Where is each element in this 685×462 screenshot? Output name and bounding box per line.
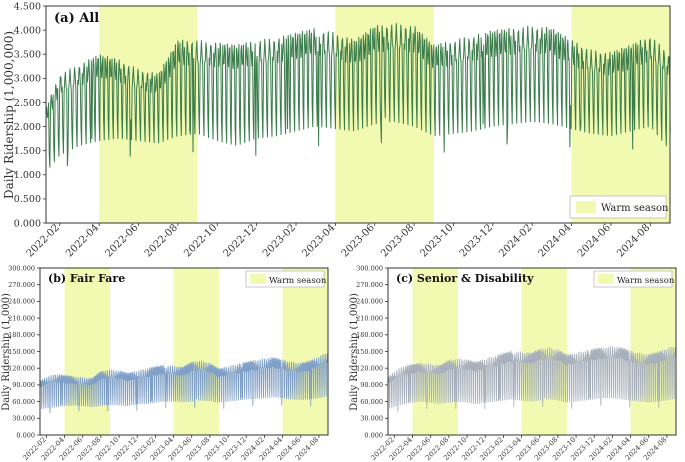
panel-all: 0.000 0.500 1.000 1.500 2.000 2.500 3.000 3.500… — [2, 1, 671, 260]
y-tick-label: 180.000 — [356, 331, 383, 339]
all-y-ticks: 0.000 0.500 1.000 1.500 2.000 2.500 3.000 3.500… — [14, 1, 46, 229]
fair-legend-label: Warm season — [269, 276, 327, 286]
warm-season-bands — [412, 268, 676, 435]
y-tick-label: 90.000 — [12, 381, 35, 389]
x-tick-label: 2023-06 — [340, 222, 377, 259]
y-tick-label: 30.000 — [12, 415, 35, 423]
all-y-axis-label: Daily Ridership (1,000,000) — [2, 31, 16, 199]
y-tick-label: 150.000 — [356, 348, 383, 356]
y-tick-label: 1.000 — [14, 170, 41, 181]
all-plot-frame — [45, 5, 671, 224]
senior-panel-title: (c) Senior & Disability — [396, 272, 534, 285]
y-tick-label: 2.000 — [14, 122, 41, 133]
y-tick-label: 30.000 — [360, 415, 383, 423]
fair-fare-ridership-line — [39, 353, 329, 414]
x-tick-label: 2024-02 — [497, 222, 534, 259]
all-legend: Warm season — [569, 195, 669, 219]
y-tick-label: 180.000 — [8, 331, 35, 339]
y-tick-label: 0.500 — [14, 194, 41, 205]
senior-legend-swatch — [598, 274, 614, 284]
y-tick-label: 1.500 — [14, 146, 41, 157]
senior-legend-label: Warm season — [617, 276, 675, 286]
y-tick-label: 300.000 — [8, 264, 35, 272]
y-tick-label: 4.500 — [14, 1, 41, 12]
all-legend-label: Warm season — [601, 203, 669, 214]
all-legend-swatch — [576, 201, 596, 213]
y-tick-label: 60.000 — [360, 398, 383, 406]
senior-disability-ridership-line — [387, 346, 677, 412]
y-tick-label: 120.000 — [356, 364, 383, 372]
x-tick-label: 2022-08 — [143, 222, 180, 259]
y-tick-label: 3.500 — [14, 50, 41, 61]
panel-fair-fare: 0.000 30.000 60.000 90.000 120.000 150.000 180… — [1, 264, 329, 462]
x-tick-label: 2022-06 — [103, 222, 140, 259]
y-tick-label: 300.000 — [356, 264, 383, 272]
all-panel-title: (a) All — [54, 11, 99, 26]
y-tick-label: 90.000 — [360, 381, 383, 389]
y-tick-label: 4.000 — [14, 25, 41, 36]
x-tick-label: 2023-10 — [418, 222, 455, 259]
fair-x-ticks: 2022-022022-042022-062022-082022-102022-… — [22, 435, 320, 462]
senior-y-axis-label: Daily Ridership (1,000) — [349, 293, 360, 411]
x-tick-label: 2023-02 — [261, 222, 298, 259]
x-tick-label: 2024-08 — [615, 222, 652, 259]
y-tick-label: 60.000 — [12, 398, 35, 406]
warm-season-band-1 — [64, 268, 110, 435]
y-tick-label: 0.000 — [16, 431, 35, 439]
x-tick-label: 2022-04 — [64, 222, 101, 259]
y-tick-label: 210.000 — [356, 314, 383, 322]
senior-y-ticks: 0.000 30.000 60.000 90.000 120.000 150.000 180… — [356, 264, 388, 439]
x-tick-label: 2024-06 — [576, 222, 613, 259]
fair-y-axis-label: Daily Ridership (1,000) — [1, 293, 12, 411]
all-x-ticks: 2022-02 2022-04 2022-06 2022-08 2022-10 2022-… — [25, 222, 653, 259]
y-tick-label: 150.000 — [8, 348, 35, 356]
y-tick-label: 240.000 — [8, 298, 35, 306]
y-tick-label: 2.500 — [14, 98, 41, 109]
fair-legend: Warm season — [245, 270, 327, 288]
y-tick-label: 210.000 — [8, 314, 35, 322]
x-tick-label: 2022-10 — [182, 222, 219, 259]
fair-y-ticks: 0.000 30.000 60.000 90.000 120.000 150.000 180… — [8, 264, 40, 439]
x-tick-label: 2023-12 — [458, 222, 495, 259]
warm-season-bands — [64, 268, 328, 435]
fair-legend-swatch — [250, 274, 266, 284]
warm-season-band-2 — [173, 268, 219, 435]
x-tick-label: 2023-04 — [300, 222, 337, 259]
panel-senior-disability: 0.000 30.000 60.000 90.000 120.000 150.000 180… — [349, 264, 677, 462]
y-tick-label: 240.000 — [356, 298, 383, 306]
y-tick-label: 0.000 — [14, 218, 41, 229]
x-tick-label: 2024-04 — [537, 222, 574, 259]
y-tick-label: 0.000 — [364, 431, 383, 439]
y-tick-label: 3.000 — [14, 74, 41, 85]
y-tick-label: 270.000 — [356, 281, 383, 289]
fair-panel-title: (b) Fair Fare — [48, 272, 125, 285]
senior-x-ticks: 2022-022022-042022-062022-082022-102022-… — [370, 435, 668, 462]
y-tick-label: 270.000 — [8, 281, 35, 289]
senior-legend: Warm season — [593, 270, 675, 288]
x-tick-label: 2023-08 — [379, 222, 416, 259]
x-tick-label: 2022-12 — [222, 222, 259, 259]
warm-season-band-3 — [282, 268, 328, 435]
warm-season-band-1 — [412, 268, 458, 435]
y-tick-label: 120.000 — [8, 364, 35, 372]
all-ridership-line — [45, 23, 671, 168]
